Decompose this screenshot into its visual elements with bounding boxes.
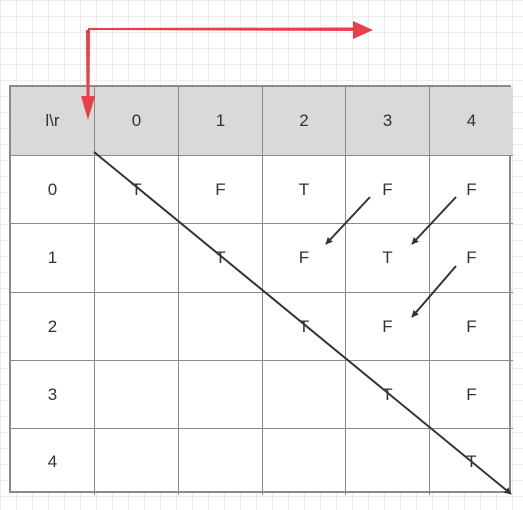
col-header: 3	[346, 87, 430, 156]
table-cell: T	[95, 156, 179, 224]
table-cell	[179, 293, 263, 361]
row-header: 4	[11, 429, 95, 495]
table-cell: F	[346, 293, 430, 361]
table-cell	[95, 293, 179, 361]
table-cell: F	[430, 156, 513, 224]
row-header: 1	[11, 224, 95, 293]
row-header: 3	[11, 361, 95, 429]
table-cell	[179, 361, 263, 429]
table-cell	[263, 361, 346, 429]
col-header: 4	[430, 87, 513, 156]
red-right-arrow	[88, 21, 373, 39]
table-cell: T	[466, 452, 477, 471]
table-cell	[95, 224, 179, 293]
col-header: 1	[179, 87, 263, 156]
table-cell: F	[346, 156, 430, 224]
corner-header: l\r	[11, 87, 95, 156]
table-cell	[95, 361, 179, 429]
table-cell	[346, 429, 430, 495]
col-header: 0	[95, 87, 179, 156]
row-header: 0	[11, 156, 95, 224]
table-cell: F	[430, 361, 513, 429]
table-cell: F	[430, 293, 513, 361]
table-cell	[95, 429, 179, 495]
table-cell	[263, 429, 346, 495]
table-cell: T	[346, 224, 430, 293]
table-cell: F	[430, 224, 513, 293]
table-cell: T	[179, 224, 263, 293]
row-header: 2	[11, 293, 95, 361]
table-cell	[179, 429, 263, 495]
table-cell: F	[179, 156, 263, 224]
table-cell: T	[346, 361, 430, 429]
table-cell: T	[263, 293, 346, 361]
dp-table: l\r 0 1 2 3 4 0 T F T F F 1 T F T F 2 T …	[9, 85, 513, 495]
table-cell: T	[263, 156, 346, 224]
table-cell: F	[263, 224, 346, 293]
col-header: 2	[263, 87, 346, 156]
